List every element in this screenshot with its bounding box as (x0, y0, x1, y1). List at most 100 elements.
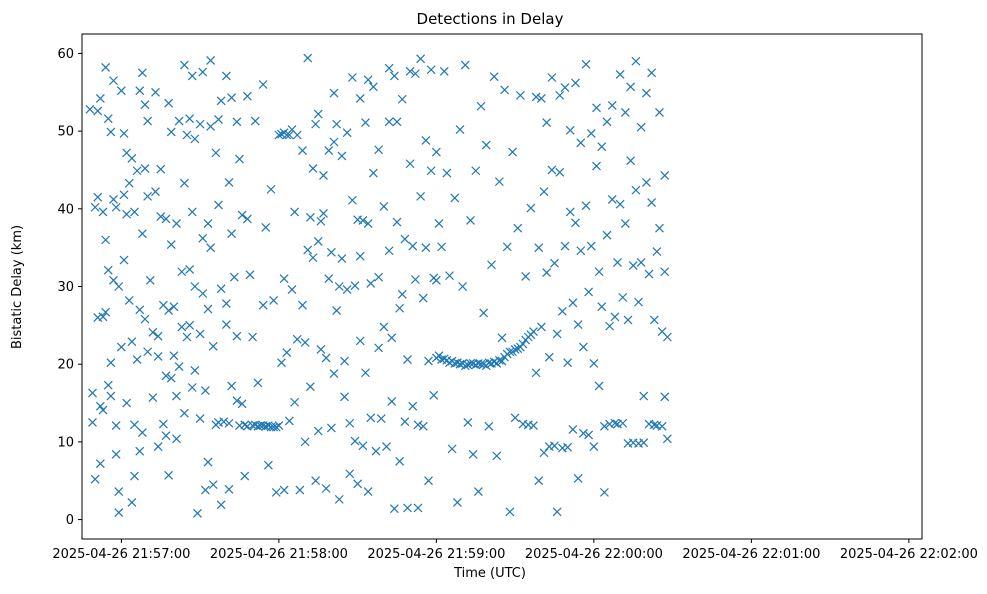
data-point (271, 422, 281, 432)
data-point (124, 296, 134, 305)
data-point (101, 235, 111, 245)
data-point (382, 442, 391, 451)
data-point (148, 327, 158, 337)
data-point (95, 459, 105, 469)
data-point (274, 130, 284, 140)
data-point (198, 289, 208, 298)
data-point (324, 146, 334, 155)
data-point (130, 420, 139, 430)
data-point (298, 300, 307, 310)
data-point (429, 390, 439, 400)
data-point (620, 219, 630, 228)
data-point (114, 487, 124, 497)
data-point (119, 129, 129, 138)
data-point (109, 195, 118, 204)
data-point (298, 146, 307, 155)
data-point (594, 267, 604, 277)
y-axis-title: Bistatic Delay (km) (10, 225, 25, 349)
data-point (576, 246, 586, 256)
data-point (169, 351, 179, 361)
data-point (164, 470, 174, 480)
data-point (350, 436, 360, 446)
data-point (565, 125, 575, 135)
data-point (502, 242, 512, 252)
data-point (137, 68, 147, 78)
data-point (143, 116, 153, 126)
data-point (466, 358, 475, 368)
data-point (227, 381, 237, 391)
data-point (116, 342, 126, 352)
data-point (355, 94, 365, 103)
data-point (494, 177, 504, 187)
data-point (599, 487, 609, 497)
data-point (660, 170, 670, 180)
data-point (361, 118, 370, 127)
data-point (166, 373, 176, 383)
data-point (166, 240, 176, 249)
data-point (269, 422, 279, 432)
data-point (471, 166, 481, 176)
data-point (303, 53, 313, 63)
data-point (631, 185, 641, 195)
data-point (340, 356, 349, 366)
data-point (560, 241, 570, 251)
data-point (576, 138, 586, 148)
data-point (416, 191, 426, 201)
data-point (602, 230, 612, 240)
data-point (531, 368, 541, 378)
data-point (295, 485, 305, 495)
data-point (366, 413, 376, 423)
data-point (253, 378, 263, 388)
data-point (607, 101, 617, 110)
data-point (644, 269, 654, 279)
data-point (166, 127, 176, 137)
data-point (216, 500, 226, 510)
data-point (332, 306, 342, 316)
data-point (122, 209, 132, 219)
data-point (431, 275, 441, 285)
data-point (578, 342, 588, 352)
data-point (368, 82, 378, 92)
data-point (592, 103, 601, 113)
x-axis-title: Time (UTC) (453, 566, 526, 581)
data-point (592, 161, 601, 171)
data-point (513, 223, 523, 233)
data-point (151, 87, 160, 97)
data-point (109, 275, 118, 285)
data-point (563, 442, 573, 452)
data-point (137, 229, 147, 239)
data-point (529, 327, 538, 336)
data-point (550, 441, 559, 451)
data-point (589, 442, 599, 451)
data-point (122, 398, 132, 408)
data-point (229, 272, 239, 282)
data-point (127, 337, 137, 347)
data-point (216, 96, 226, 106)
data-point (431, 147, 441, 157)
data-point (145, 275, 155, 285)
y-tick-label: 0 (66, 513, 74, 528)
data-point (219, 417, 229, 427)
data-point (455, 359, 465, 369)
data-point (544, 352, 554, 362)
data-point (479, 308, 489, 318)
data-point (623, 315, 633, 325)
data-point (439, 66, 449, 76)
data-point (258, 80, 268, 89)
data-point (182, 332, 192, 342)
data-point (350, 281, 360, 291)
data-point (379, 322, 389, 332)
data-point (389, 504, 399, 514)
data-point (324, 274, 334, 284)
data-point (497, 356, 507, 366)
data-point (626, 156, 636, 166)
data-point (542, 268, 552, 277)
data-point (135, 305, 145, 315)
data-point (111, 202, 121, 212)
data-point (505, 347, 515, 357)
y-tick-label: 30 (57, 280, 74, 295)
data-point (599, 421, 609, 431)
data-point (368, 168, 378, 178)
data-point (353, 479, 363, 489)
y-axis: 0 10 20 30 40 50 60 (57, 47, 82, 528)
